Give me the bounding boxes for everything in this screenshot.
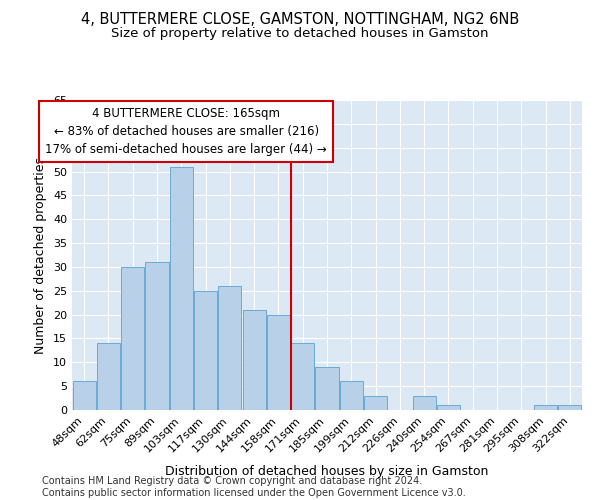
Bar [559, 405, 581, 410]
X-axis label: Distribution of detached houses by size in Gamston: Distribution of detached houses by size … [166, 465, 488, 478]
Bar [121, 267, 144, 410]
Text: Contains HM Land Registry data © Crown copyright and database right 2024.
Contai: Contains HM Land Registry data © Crown c… [42, 476, 466, 498]
Bar [340, 382, 363, 410]
Bar [218, 286, 241, 410]
Bar [145, 262, 169, 410]
Bar [267, 314, 290, 410]
Bar [97, 343, 120, 410]
Bar [364, 396, 387, 410]
Bar [194, 291, 217, 410]
Bar [170, 167, 193, 410]
Text: 4 BUTTERMERE CLOSE: 165sqm
← 83% of detached houses are smaller (216)
17% of sem: 4 BUTTERMERE CLOSE: 165sqm ← 83% of deta… [45, 107, 327, 156]
Text: 4, BUTTERMERE CLOSE, GAMSTON, NOTTINGHAM, NG2 6NB: 4, BUTTERMERE CLOSE, GAMSTON, NOTTINGHAM… [81, 12, 519, 28]
Bar [316, 367, 338, 410]
Text: Size of property relative to detached houses in Gamston: Size of property relative to detached ho… [111, 28, 489, 40]
Y-axis label: Number of detached properties: Number of detached properties [34, 156, 47, 354]
Bar [413, 396, 436, 410]
Bar [73, 382, 95, 410]
Bar [291, 343, 314, 410]
Bar [437, 405, 460, 410]
Bar [242, 310, 266, 410]
Bar [534, 405, 557, 410]
